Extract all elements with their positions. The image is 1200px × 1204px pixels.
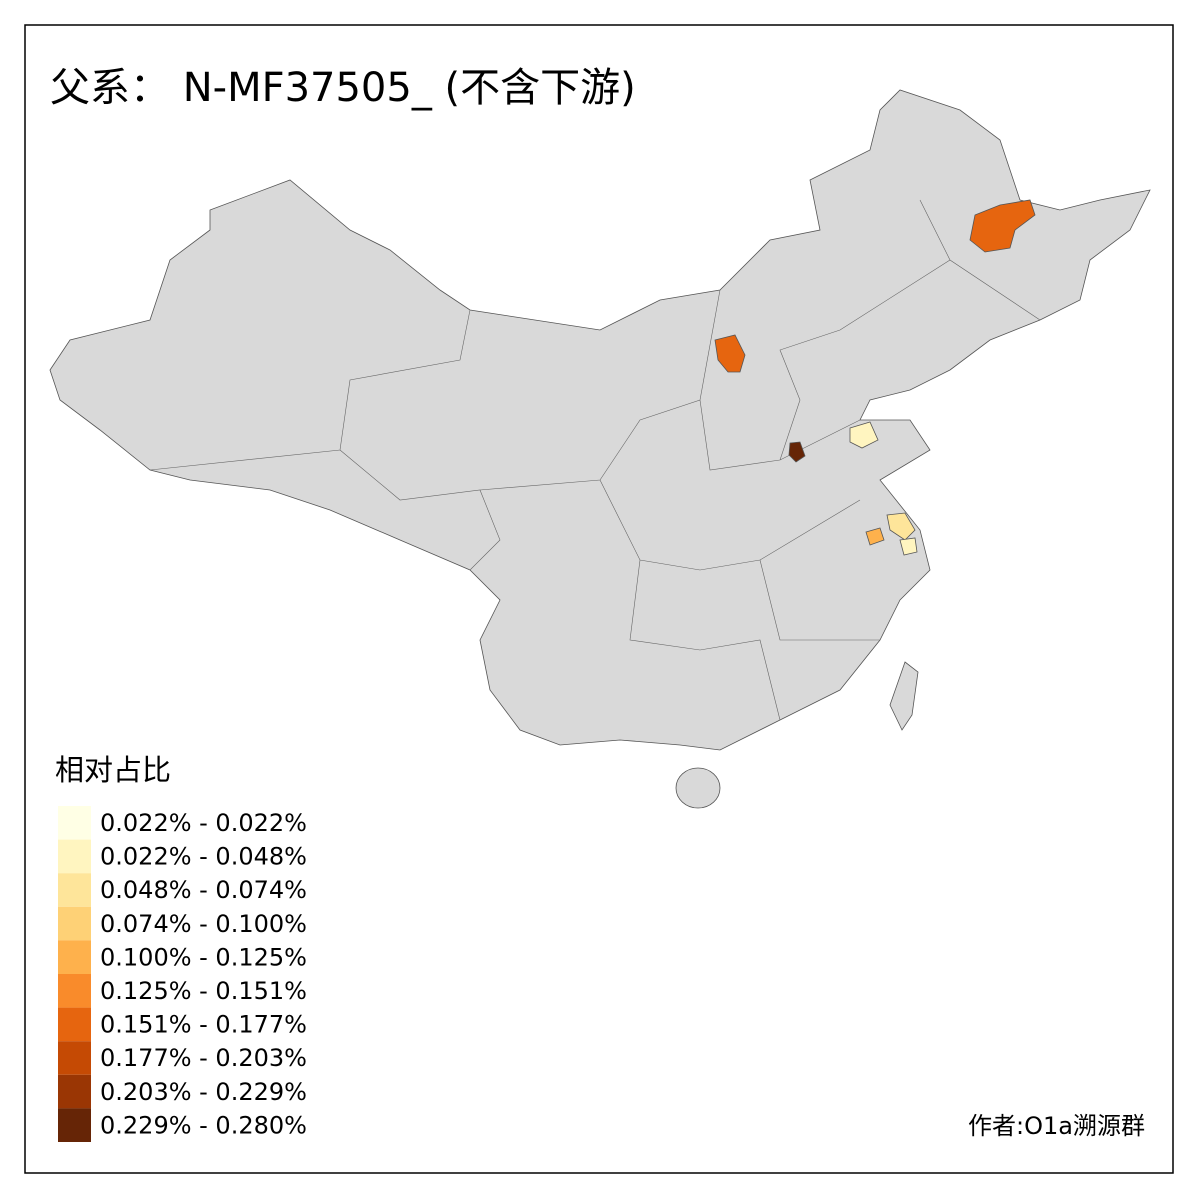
legend: 0.022% - 0.022% 0.022% - 0.048% 0.048% - 0… (58, 806, 307, 1142)
legend-swatch (58, 839, 91, 874)
credit: 作者:O1a溯源群 (968, 1112, 1145, 1140)
legend-label: 0.177% - 0.203% (100, 1044, 307, 1072)
region-anhui (865, 527, 885, 546)
province-borders (149, 199, 1041, 721)
legend-label: 0.100% - 0.125% (100, 943, 307, 971)
hainan (675, 767, 721, 809)
legend-swatch (58, 906, 91, 941)
region-shanghai (899, 537, 918, 556)
title: 父系： N-MF37505_ (不含下游) (50, 65, 636, 111)
map (49, 89, 1151, 809)
legend-label: 0.022% - 0.048% (100, 843, 307, 871)
legend-swatch (58, 873, 91, 907)
taiwan (889, 661, 919, 731)
legend-label: 0.125% - 0.151% (100, 977, 307, 1005)
region-heilongjiang (969, 199, 1036, 253)
legend-label: 0.048% - 0.074% (100, 876, 307, 904)
legend-swatch (58, 1108, 91, 1142)
legend-swatch (58, 1007, 91, 1042)
legend-label: 0.022% - 0.022% (100, 809, 307, 837)
legend-swatch (58, 1041, 91, 1075)
legend-label: 0.074% - 0.100% (100, 910, 307, 938)
region-hebei (788, 441, 806, 463)
region-shandong (849, 421, 879, 449)
legend-swatch (58, 806, 91, 840)
legend-label: 0.151% - 0.177% (100, 1011, 307, 1039)
legend-swatch (58, 1074, 91, 1109)
legend-title: 相对占比 (55, 753, 171, 787)
region-inner-mongolia (714, 334, 746, 373)
legend-label: 0.229% - 0.280% (100, 1111, 307, 1139)
legend-label: 0.203% - 0.229% (100, 1078, 307, 1106)
legend-swatch (58, 974, 91, 1008)
region-jiangsu (886, 512, 916, 541)
legend-swatch (58, 940, 91, 974)
